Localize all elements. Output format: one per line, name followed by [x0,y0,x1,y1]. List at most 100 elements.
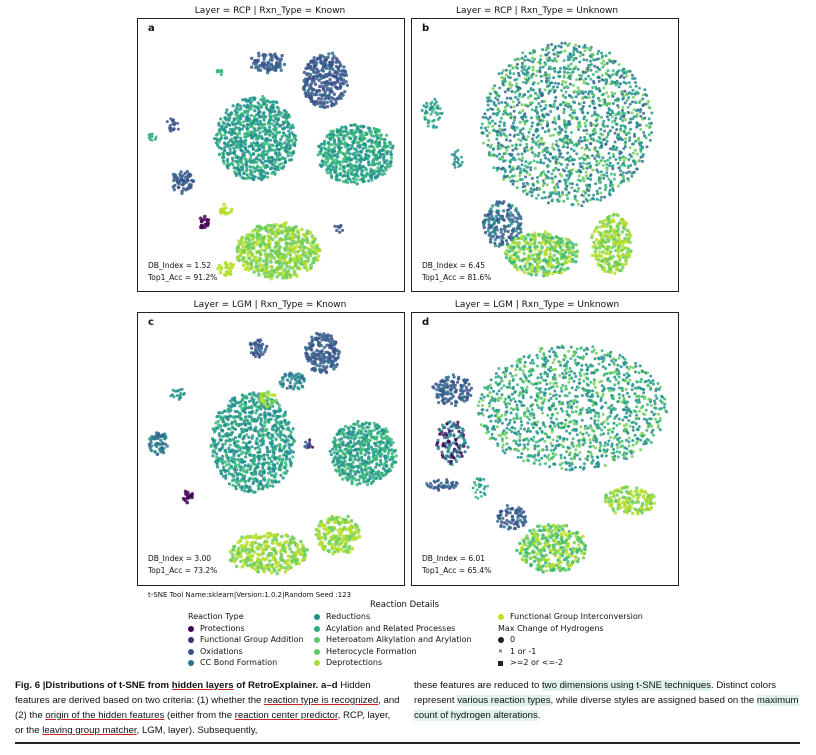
scatter-point [334,166,338,170]
scatter-point [574,243,578,247]
scatter-point [243,489,247,493]
scatter-point [288,144,292,148]
scatter-point [547,271,551,276]
scatter-point [266,171,270,175]
scatter-point [554,95,558,99]
scatter-point [594,256,598,261]
scatter-point [535,115,539,119]
scatter-point [511,124,514,128]
scatter-point [606,95,610,98]
scatter-point [325,171,330,175]
scatter-point [621,263,626,267]
scatter-point [551,120,555,124]
scatter-point [344,127,348,131]
scatter-point [460,160,464,164]
scatter-point [500,157,504,160]
scatter-point [317,97,321,101]
scatter-point [576,86,580,90]
scatter-point [291,256,296,261]
scatter-point [577,122,581,126]
scatter-point [549,58,553,62]
scatter-point [224,265,228,270]
scatter-point [360,132,364,136]
scatter-point [521,156,525,160]
scatter-point [536,122,540,126]
scatter-point [579,165,583,168]
scatter-point [305,268,309,272]
scatter-point [248,105,252,109]
scatter-point [337,140,341,144]
scatter-point [489,92,493,96]
scatter-point [608,225,613,229]
scatter-point [542,267,547,272]
scatter-point [283,461,287,465]
scatter-point [553,269,557,274]
scatter-point [339,133,343,137]
scatter-point [226,459,230,463]
scatter-point [505,138,508,142]
scatter-point [185,178,190,182]
scatter-point [589,77,593,81]
scatter-point [535,74,538,78]
scatter-point [613,140,617,144]
scatter-point [516,231,521,235]
scatter-point [484,116,488,120]
scatter-point [438,116,442,120]
scatter-point [242,120,246,124]
scatter-point [249,176,253,180]
scatter-point [556,106,560,110]
scatter-point [602,224,606,228]
scatter-point [270,231,274,236]
scatter-point [543,230,547,234]
scatter-point [634,81,637,84]
scatter-point [526,267,530,272]
scatter-point [224,454,229,458]
scatter-point [609,220,613,224]
scatter-point [258,131,262,135]
scatter-point [147,133,151,137]
scatter-point [530,233,535,237]
scatter-point [530,75,534,79]
scatter-point [601,103,605,107]
scatter-point [520,152,524,156]
scatter-point [569,107,573,111]
scatter-point [293,143,297,147]
scatter-point [293,246,297,251]
scatter-point [629,120,633,124]
scatter-point [250,253,254,258]
scatter-point [597,49,601,53]
scatter-point [496,204,500,208]
scatter-point [550,172,554,176]
scatter-point [625,228,630,233]
scatter-point [328,137,332,141]
scatter-point [552,85,556,89]
scatter-point [285,124,289,129]
scatter-point [614,248,618,253]
scatter-point [370,178,374,182]
scatter-point [626,105,630,109]
scatter-point [345,178,349,182]
scatter-point [288,146,292,150]
scatter-point [559,50,563,54]
scatter-point [292,133,296,137]
scatter-point [459,163,463,167]
scatter-point [607,118,611,122]
scatter-point [517,242,521,246]
scatter-point [561,253,566,257]
scatter-point [338,167,342,171]
scatter-point [255,157,259,161]
scatter-point [616,81,620,85]
scatter-point [220,147,224,151]
scatter-point [236,415,240,419]
scatter-point [625,133,628,137]
scatter-point [227,271,232,276]
scatter-point [591,123,595,127]
scatter-point [506,145,510,149]
scatter-point [486,96,489,100]
scatter-point [360,173,364,177]
scatter-point [554,235,559,239]
scatter-point [621,245,625,249]
scatter-point [512,109,516,113]
scatter-point [536,93,540,97]
scatter-point [545,262,550,267]
